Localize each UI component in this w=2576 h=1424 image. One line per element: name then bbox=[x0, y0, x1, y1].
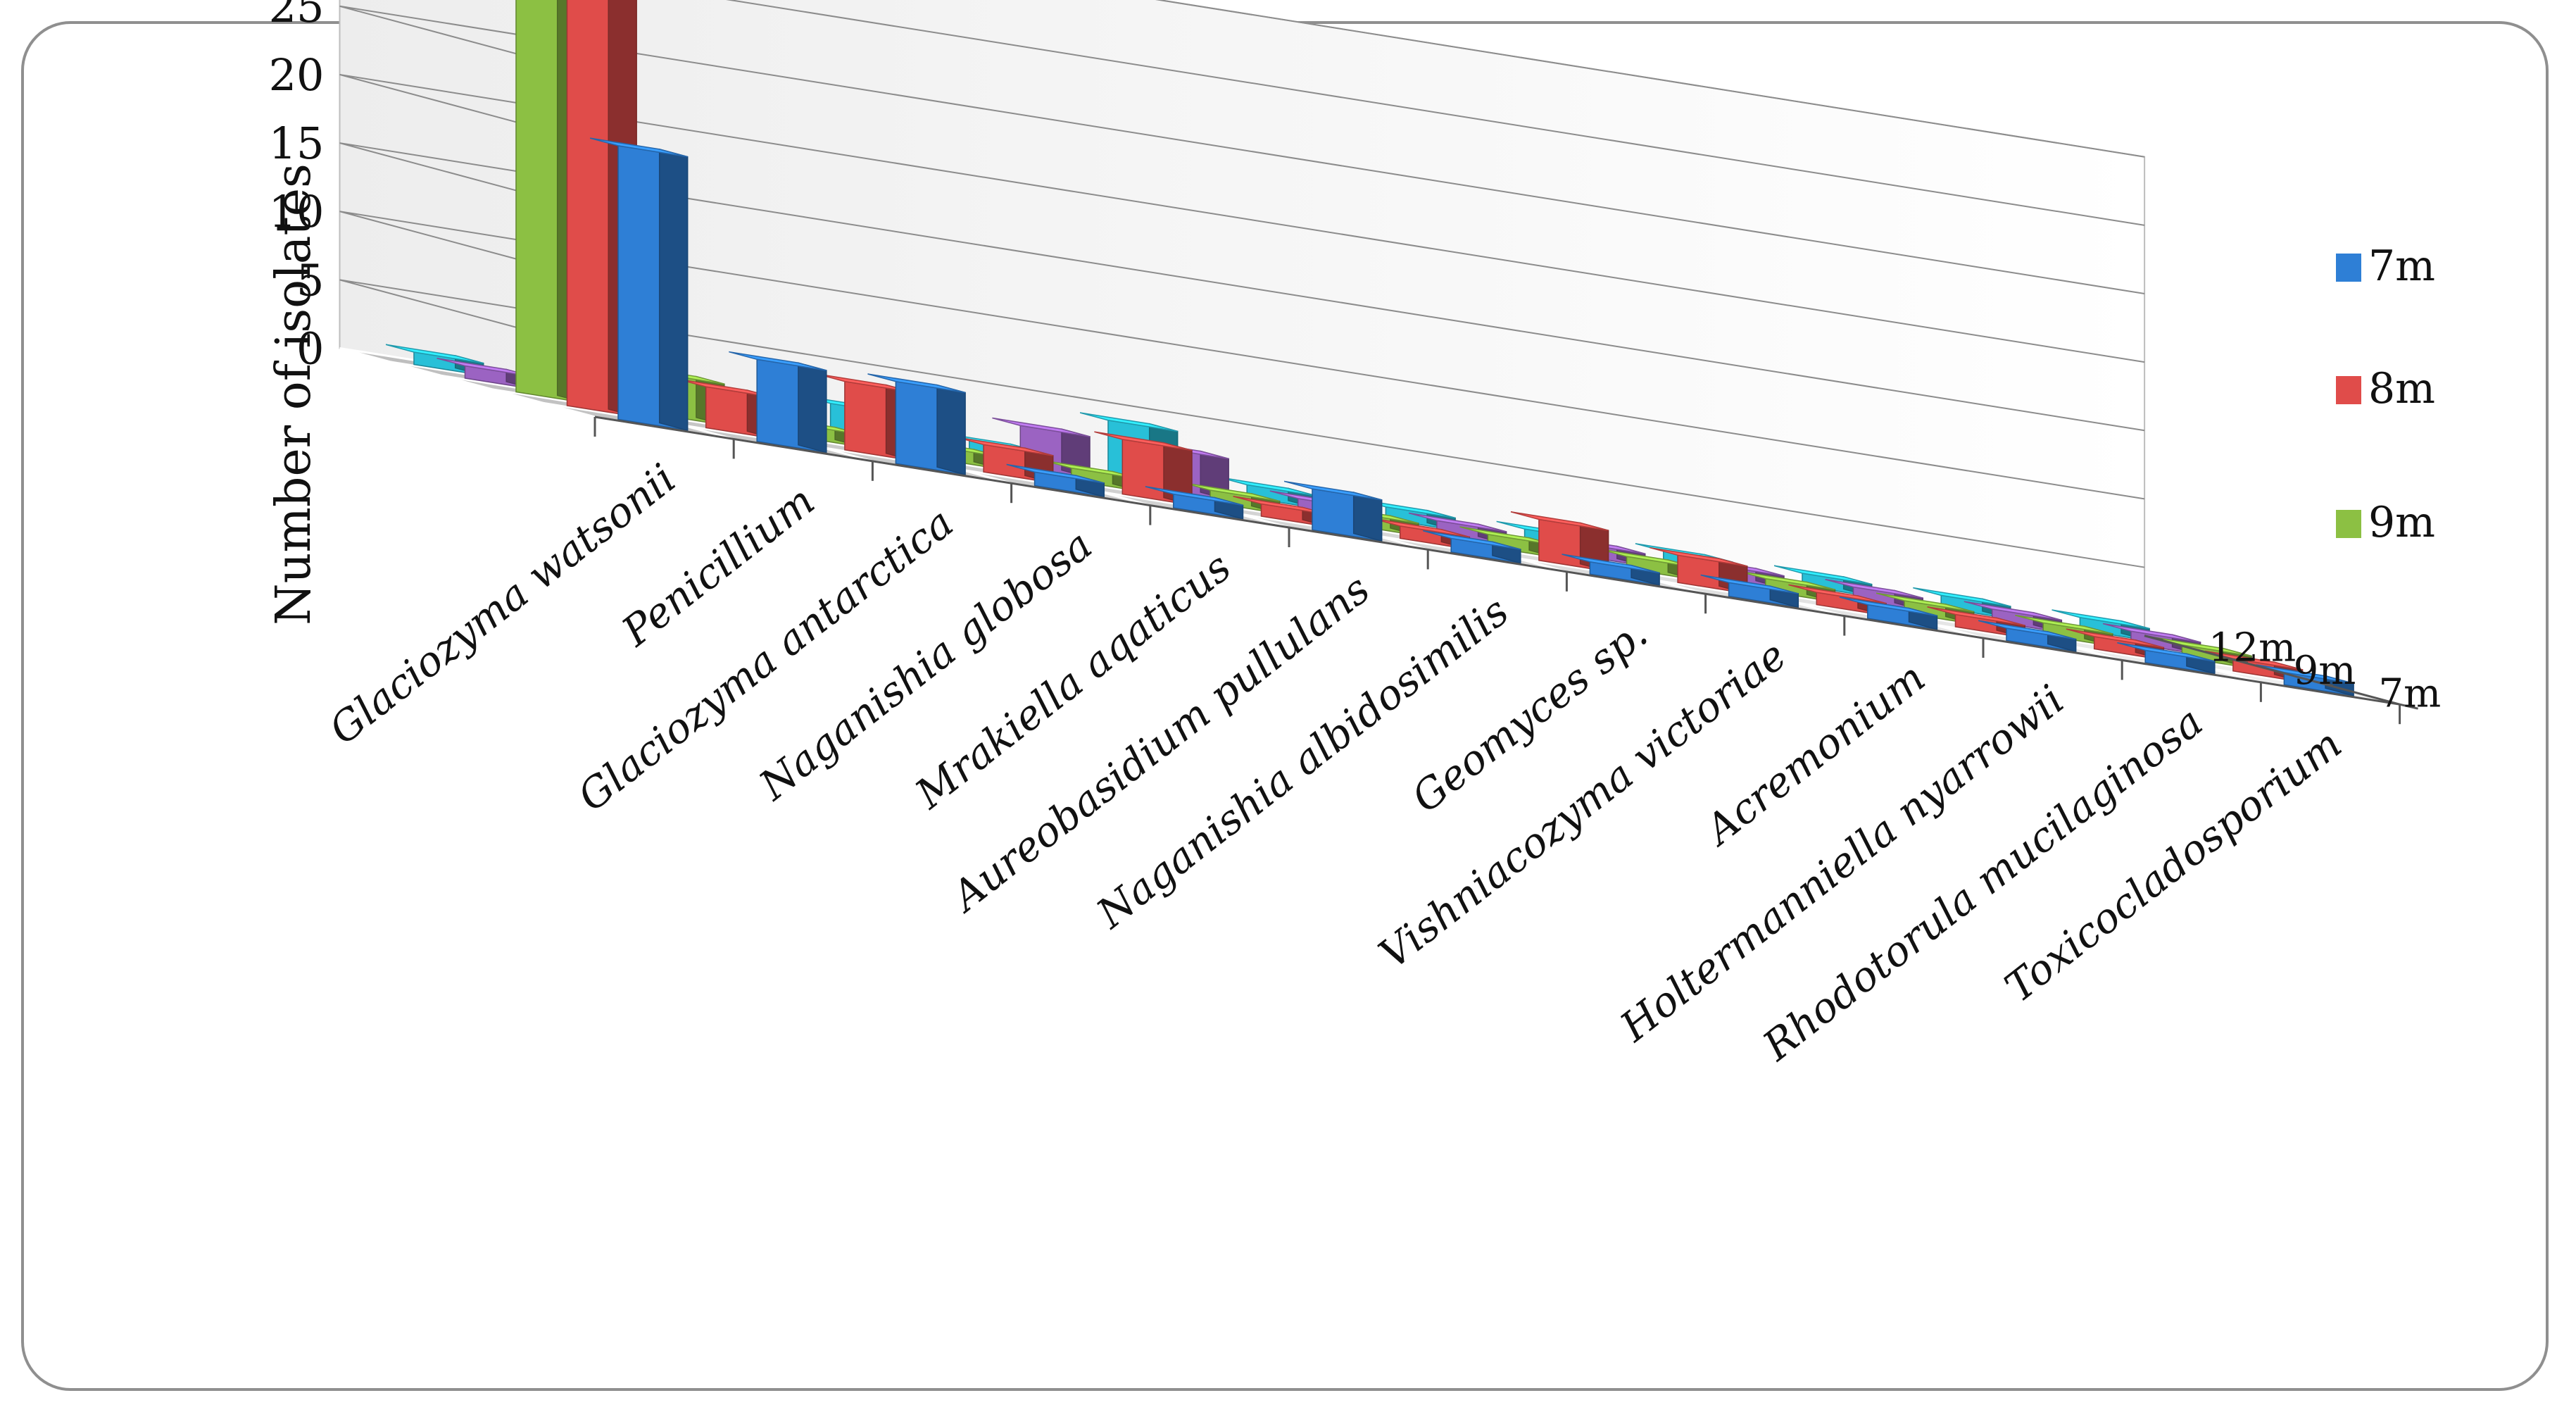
bar-top-face bbox=[1079, 412, 1178, 432]
bars bbox=[385, 0, 2354, 697]
bar-top-face bbox=[385, 344, 484, 364]
bar bbox=[1094, 431, 1193, 506]
y-tick-label: 25 bbox=[269, 0, 325, 32]
bar bbox=[1145, 486, 1244, 520]
bar-top-face bbox=[1825, 579, 1923, 599]
gridline bbox=[568, 0, 2145, 226]
depth-axis-line bbox=[2144, 635, 2400, 706]
y-axis-ticks: 05101520253035 bbox=[269, 0, 325, 375]
bar bbox=[1978, 620, 2077, 653]
bar-top-face bbox=[1788, 584, 1887, 604]
bar-top-face bbox=[729, 351, 827, 371]
bar-top-face bbox=[1913, 587, 2011, 607]
bar bbox=[589, 137, 689, 432]
bar bbox=[867, 373, 966, 475]
depth-tick-mark bbox=[2229, 657, 2249, 664]
depth-label: 9m bbox=[2294, 648, 2356, 694]
bar-top-face bbox=[1964, 601, 2062, 621]
y-axis-title: Number of isolates bbox=[266, 163, 322, 625]
gridline bbox=[339, 211, 2145, 500]
bar-side-face bbox=[658, 148, 689, 432]
bar-top-face bbox=[1233, 496, 1331, 516]
bar-top-face bbox=[992, 417, 1091, 437]
bar-side-face bbox=[936, 384, 966, 475]
y-tick-label: 15 bbox=[269, 118, 325, 169]
legend-swatch bbox=[2336, 510, 2361, 538]
axis-lines bbox=[593, 416, 2418, 725]
bar-top-face bbox=[1839, 597, 1937, 617]
gridline bbox=[339, 73, 2145, 363]
bar bbox=[1423, 530, 1521, 564]
bar-top-face bbox=[1094, 431, 1193, 451]
bar bbox=[1700, 574, 1799, 608]
bar bbox=[1283, 480, 1383, 542]
bar bbox=[2117, 642, 2216, 675]
bar bbox=[1839, 597, 1938, 630]
legend-swatch bbox=[2336, 376, 2361, 404]
bar-top-face bbox=[2066, 628, 2164, 649]
x-axis-line bbox=[594, 416, 2400, 706]
depth-label: 7m bbox=[2379, 670, 2442, 716]
legend: 7m 8m 9m bbox=[2336, 242, 2435, 547]
legend-label: 9m bbox=[2368, 498, 2435, 547]
gridline bbox=[339, 279, 2145, 568]
bar-top-face bbox=[1145, 486, 1243, 506]
gridlines bbox=[339, 0, 2145, 568]
bar-top-face bbox=[1927, 606, 2025, 626]
bar-top-face bbox=[1978, 620, 2076, 640]
depth-label: 12m bbox=[2209, 625, 2296, 670]
legend-label: 7m bbox=[2368, 242, 2435, 291]
bar-top-face bbox=[1006, 463, 1105, 484]
y-tick-label: 0 bbox=[296, 323, 324, 375]
legend-label: 8m bbox=[2368, 364, 2435, 413]
legend-swatch bbox=[2336, 254, 2361, 282]
bar-top-face bbox=[1773, 565, 1872, 585]
depth-tick-mark bbox=[2399, 703, 2418, 710]
bar-top-face bbox=[1562, 554, 1660, 574]
bar-top-face bbox=[436, 358, 535, 377]
gridline bbox=[339, 5, 2145, 294]
depth-tick-mark bbox=[2144, 635, 2163, 642]
bar-top-face bbox=[1408, 512, 1507, 532]
bar-top-face bbox=[2102, 623, 2201, 643]
bar-side-face bbox=[798, 362, 827, 454]
bar-top-face bbox=[1423, 530, 1521, 550]
bar-top-face bbox=[2052, 609, 2150, 630]
gridline bbox=[1155, 0, 2145, 158]
bar-top-face bbox=[589, 137, 688, 158]
y-tick-label: 10 bbox=[269, 186, 325, 237]
bar bbox=[729, 351, 827, 454]
bar-top-face bbox=[2015, 614, 2113, 635]
bar-top-face bbox=[1650, 547, 1747, 567]
bar bbox=[1006, 463, 1105, 498]
bar-top-face bbox=[1510, 511, 1609, 531]
bar-top-face bbox=[1459, 526, 1558, 547]
bar-top-face bbox=[1283, 480, 1382, 501]
bar-top-face bbox=[867, 373, 966, 394]
bar-top-face bbox=[2117, 642, 2215, 662]
gridline bbox=[339, 142, 2145, 432]
depth-tick-mark bbox=[2314, 680, 2334, 687]
bar-top-face bbox=[1876, 592, 1974, 613]
bar-top-face bbox=[1700, 574, 1799, 594]
y-tick-label: 20 bbox=[269, 49, 325, 101]
category-label: Mrakiella aqaticus bbox=[906, 543, 1240, 818]
bar bbox=[1562, 554, 1660, 586]
y-tick-label: 5 bbox=[296, 254, 324, 306]
bar bbox=[2256, 664, 2354, 697]
